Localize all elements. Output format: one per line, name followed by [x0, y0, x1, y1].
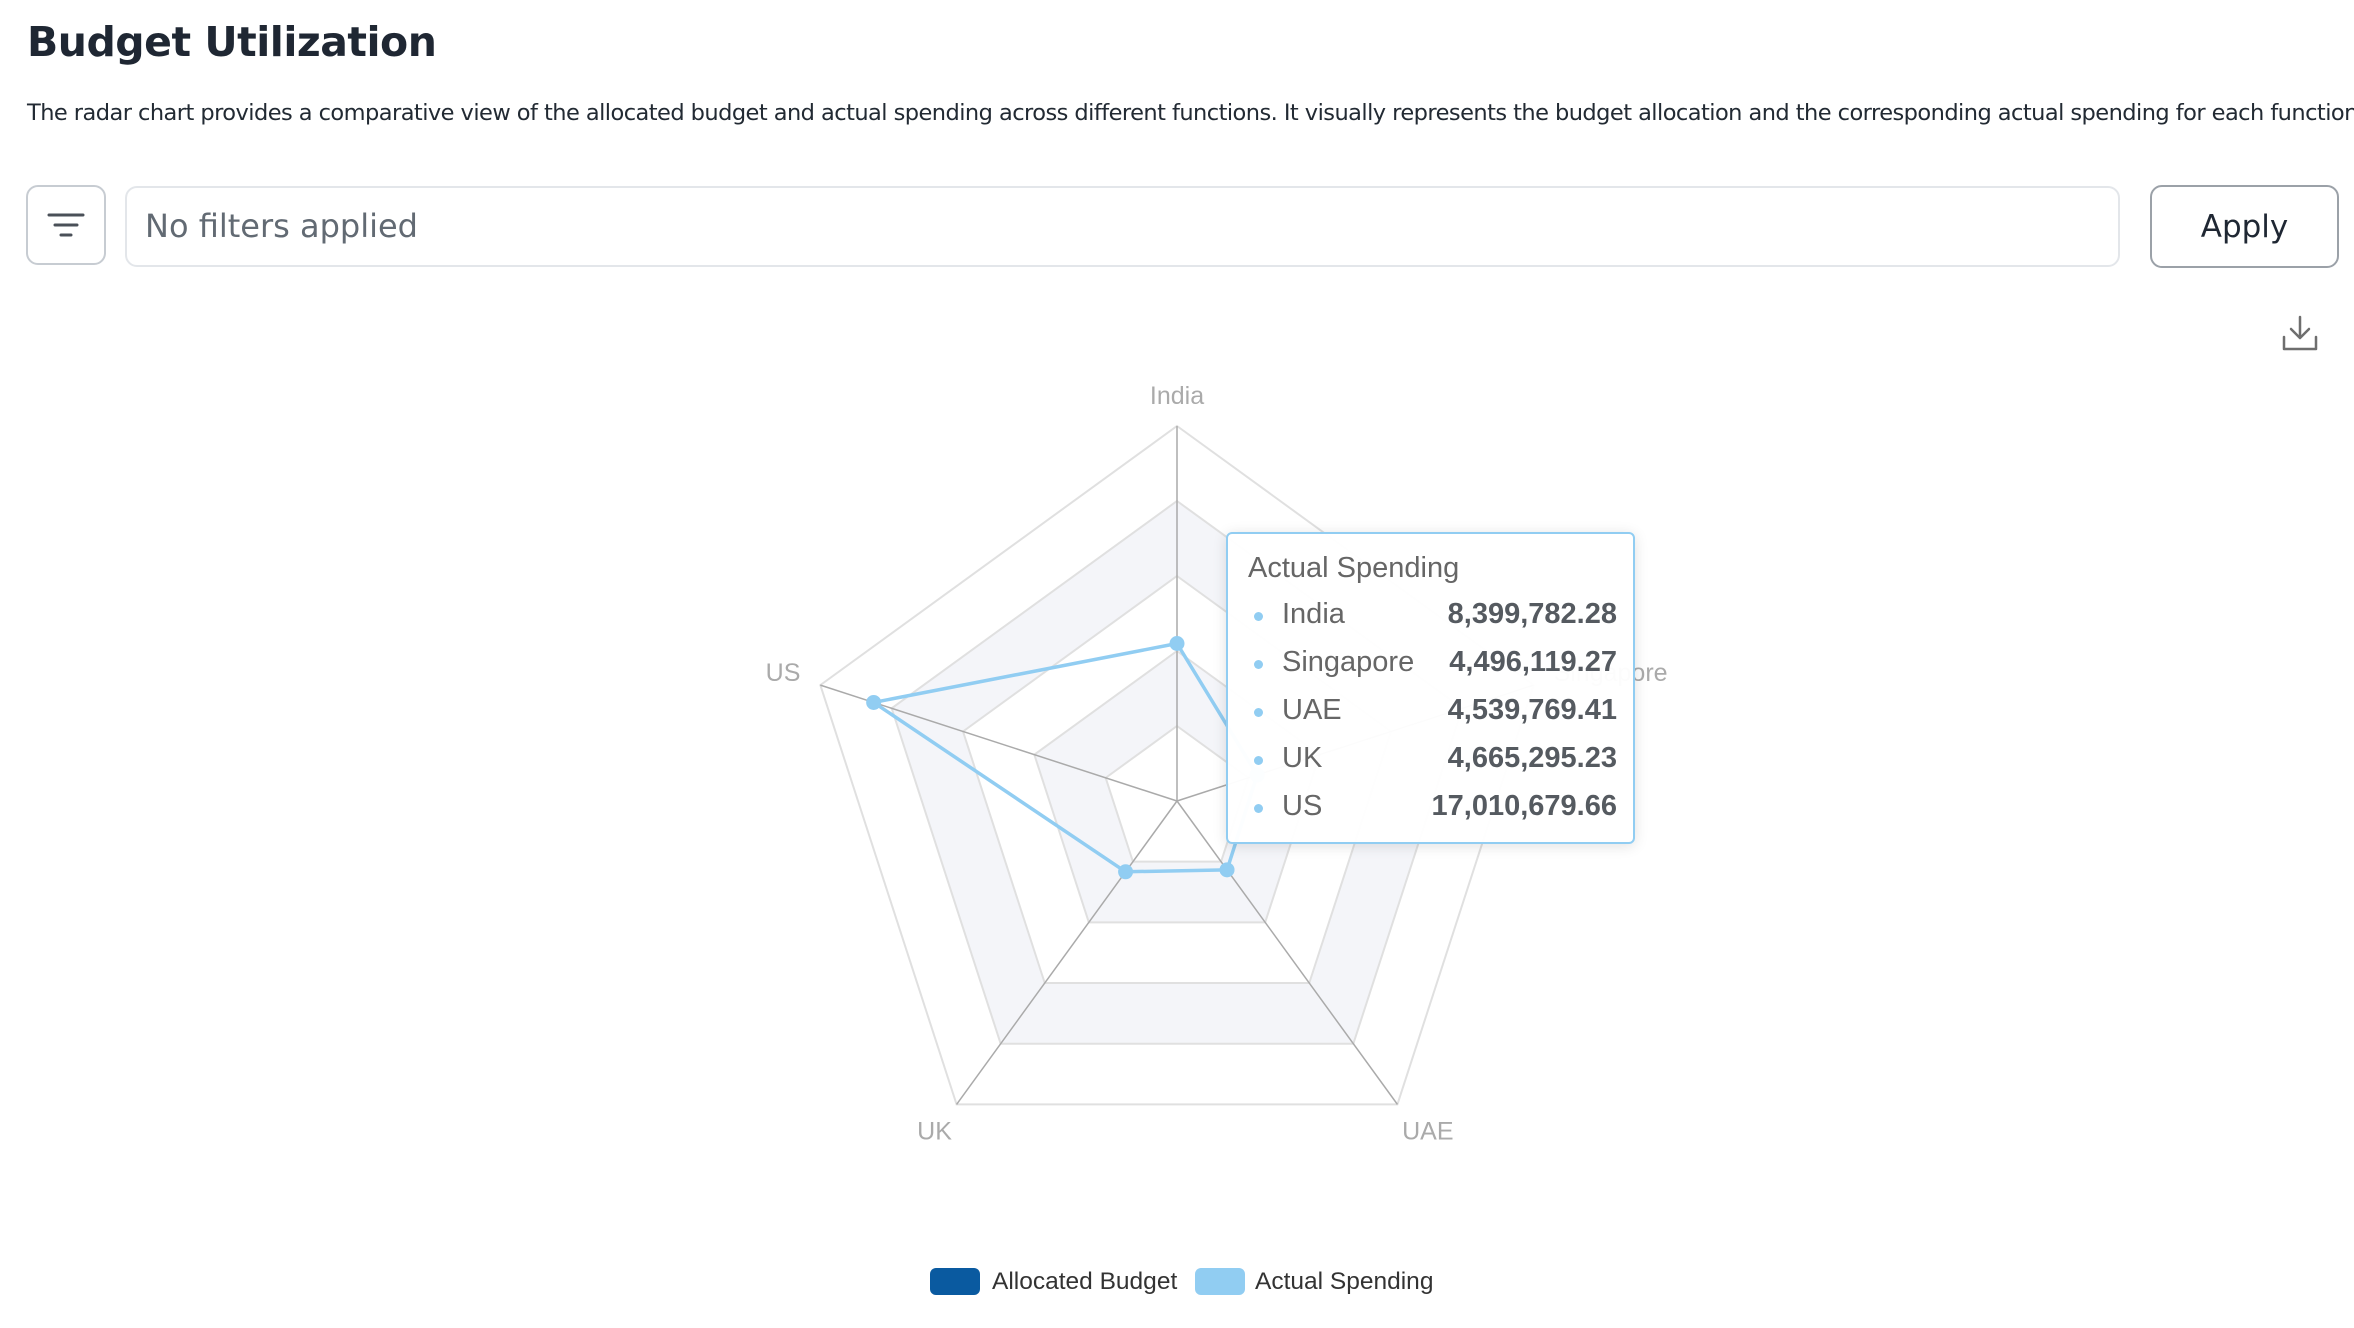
series-marker [1254, 708, 1263, 717]
series-marker [1254, 756, 1263, 765]
axis-label-india: India [1150, 382, 1204, 410]
data-point-uk [1118, 864, 1134, 880]
tooltip-row: UAE 4,539,769.41 [1248, 692, 1617, 732]
tooltip-row-name: India [1282, 598, 1345, 630]
tooltip-row-name: UK [1282, 742, 1323, 774]
tooltip-row-value: 4,496,119.27 [1449, 646, 1617, 678]
axis-label-uk: UK [917, 1117, 952, 1145]
tooltip-row: India 8,399,782.28 [1248, 596, 1617, 636]
legend-swatch [930, 1268, 980, 1295]
tooltip-title: Actual Spending [1248, 552, 1460, 584]
page-description: The radar chart provides a comparative v… [27, 100, 2354, 126]
axis-line [1176, 800, 1399, 1105]
legend-label: Allocated Budget [992, 1268, 1178, 1295]
data-point-us [866, 694, 882, 710]
axis-line [955, 800, 1178, 1105]
tooltip-row-value: 4,665,295.23 [1447, 742, 1617, 774]
tooltip-row: UK 4,665,295.23 [1248, 740, 1617, 780]
series-marker [1254, 804, 1263, 813]
chart-tooltip: Actual Spending India 8,399,782.28 Singa… [1226, 532, 1635, 844]
tooltip-row-name: Singapore [1282, 646, 1415, 678]
filter-input[interactable]: No filters applied [125, 186, 2120, 267]
legend-label: Actual Spending [1255, 1268, 1434, 1295]
series-marker [1254, 660, 1263, 669]
apply-button[interactable]: Apply [2150, 185, 2339, 268]
tooltip-row: US 17,010,679.66 [1248, 788, 1617, 828]
tooltip-row-value: 17,010,679.66 [1431, 790, 1617, 822]
tooltip-row: Singapore 4,496,119.27 [1248, 644, 1617, 684]
axis-label-us: US [766, 659, 801, 687]
legend-swatch [1195, 1268, 1245, 1295]
page-title: Budget Utilization [27, 18, 437, 66]
tooltip-row-value: 4,539,769.41 [1447, 694, 1617, 726]
tooltip-row-name: UAE [1282, 694, 1342, 726]
download-icon[interactable] [2280, 313, 2320, 353]
series-marker [1254, 612, 1263, 621]
data-point-uae [1219, 862, 1235, 878]
axis-label-uae: UAE [1402, 1117, 1453, 1145]
data-point-india [1169, 636, 1185, 652]
tooltip-row-value: 8,399,782.28 [1447, 598, 1617, 630]
filter-button[interactable] [26, 185, 106, 265]
tooltip-row-name: US [1282, 790, 1323, 822]
filter-icon [47, 213, 85, 237]
